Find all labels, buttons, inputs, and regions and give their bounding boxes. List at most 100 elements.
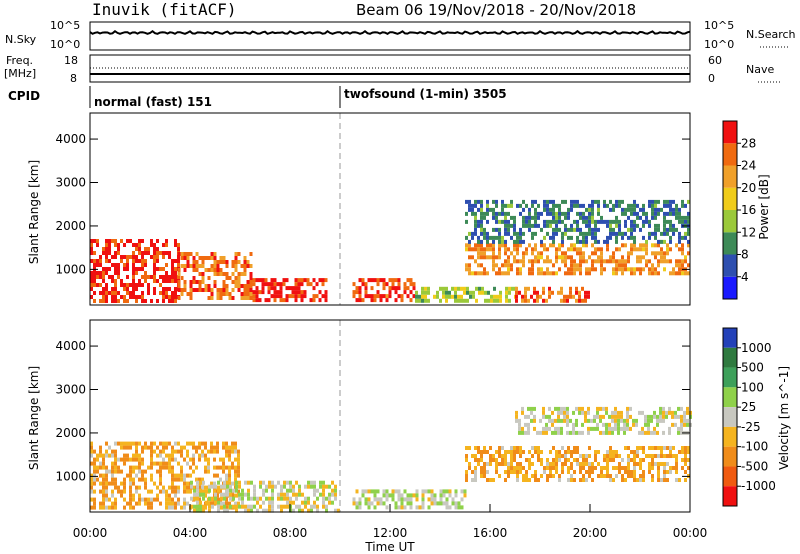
data-cell <box>582 458 585 462</box>
data-cell <box>415 493 419 498</box>
data-cell <box>382 489 386 494</box>
data-cell <box>102 461 105 466</box>
data-cell <box>132 283 135 287</box>
data-cell <box>448 493 452 498</box>
data-cell <box>666 203 669 208</box>
data-cell <box>581 430 584 435</box>
data-cell <box>624 446 627 450</box>
data-cell <box>207 461 210 466</box>
data-cell <box>222 288 226 292</box>
data-cell <box>663 203 666 208</box>
data-cell <box>599 414 602 419</box>
data-cell <box>516 466 519 470</box>
data-cell <box>617 430 620 435</box>
data-cell <box>615 267 618 272</box>
data-cell <box>99 453 102 458</box>
data-cell <box>659 414 662 419</box>
data-cell <box>669 223 672 228</box>
data-cell <box>247 488 250 493</box>
data-cell <box>192 461 195 466</box>
data-cell <box>576 239 579 244</box>
data-cell <box>582 215 585 220</box>
data-cell <box>111 489 114 494</box>
data-cell <box>259 496 262 501</box>
data-cell <box>516 247 519 252</box>
data-cell <box>573 263 576 268</box>
data-cell <box>633 223 636 228</box>
data-cell <box>566 422 569 427</box>
data-cell <box>352 294 356 299</box>
data-cell <box>204 268 208 272</box>
data-cell <box>415 505 419 510</box>
data-cell <box>549 462 552 466</box>
data-cell <box>492 243 495 248</box>
data-cell <box>99 259 102 263</box>
data-cell <box>168 279 171 283</box>
data-cell <box>367 294 371 299</box>
data-cell <box>213 264 217 268</box>
data-cell <box>570 271 573 276</box>
data-cell <box>621 211 624 216</box>
data-cell <box>576 450 579 454</box>
data-cell <box>129 283 132 287</box>
data-cell <box>519 450 522 454</box>
time-axis-label: Time UT <box>364 540 415 554</box>
data-cell <box>465 243 468 248</box>
colorbar-swatch <box>723 210 737 233</box>
data-cell <box>662 418 665 423</box>
data-cell <box>150 255 153 259</box>
data-cell <box>465 474 468 478</box>
data-cell <box>93 251 96 255</box>
data-cell <box>477 255 480 260</box>
data-cell <box>225 449 228 454</box>
data-cell <box>626 410 629 415</box>
data-cell <box>600 255 603 260</box>
data-cell <box>219 296 223 300</box>
data-cell <box>650 430 653 435</box>
data-cell <box>591 235 594 240</box>
data-cell <box>474 211 477 216</box>
data-cell <box>519 231 522 236</box>
data-cell <box>196 480 199 485</box>
data-cell <box>223 496 226 501</box>
data-cell <box>567 271 570 276</box>
data-cell <box>499 290 502 295</box>
data-cell <box>483 231 486 236</box>
data-cell <box>576 267 579 272</box>
data-cell <box>465 247 468 252</box>
data-cell <box>216 485 219 490</box>
data-cell <box>493 286 496 291</box>
data-cell <box>618 223 621 228</box>
data-cell <box>680 414 683 419</box>
data-cell <box>645 219 648 224</box>
data-cell <box>477 223 480 228</box>
data-cell <box>573 227 576 232</box>
data-cell <box>304 504 307 509</box>
data-cell <box>388 278 392 283</box>
data-cell <box>570 235 573 240</box>
nsky-left-label: N.Sky <box>5 33 37 46</box>
data-cell <box>551 422 554 427</box>
data-cell <box>477 243 480 248</box>
data-cell <box>225 473 228 478</box>
data-cell <box>537 223 540 228</box>
data-cell <box>198 477 201 482</box>
data-region <box>415 286 517 303</box>
data-cell <box>666 470 669 474</box>
data-cell <box>587 294 590 299</box>
data-cell <box>480 215 483 220</box>
data-cell <box>657 263 660 268</box>
data-cell <box>557 430 560 435</box>
data-cell <box>412 493 416 498</box>
data-cell <box>575 298 578 303</box>
data-cell <box>573 247 576 252</box>
data-cell <box>671 414 674 419</box>
data-cell <box>615 450 618 454</box>
data-cell <box>255 286 259 291</box>
data-cell <box>126 287 129 291</box>
data-cell <box>294 286 298 291</box>
data-cell <box>99 465 102 470</box>
data-cell <box>183 284 187 288</box>
data-cell <box>114 271 117 275</box>
data-cell <box>165 287 168 291</box>
